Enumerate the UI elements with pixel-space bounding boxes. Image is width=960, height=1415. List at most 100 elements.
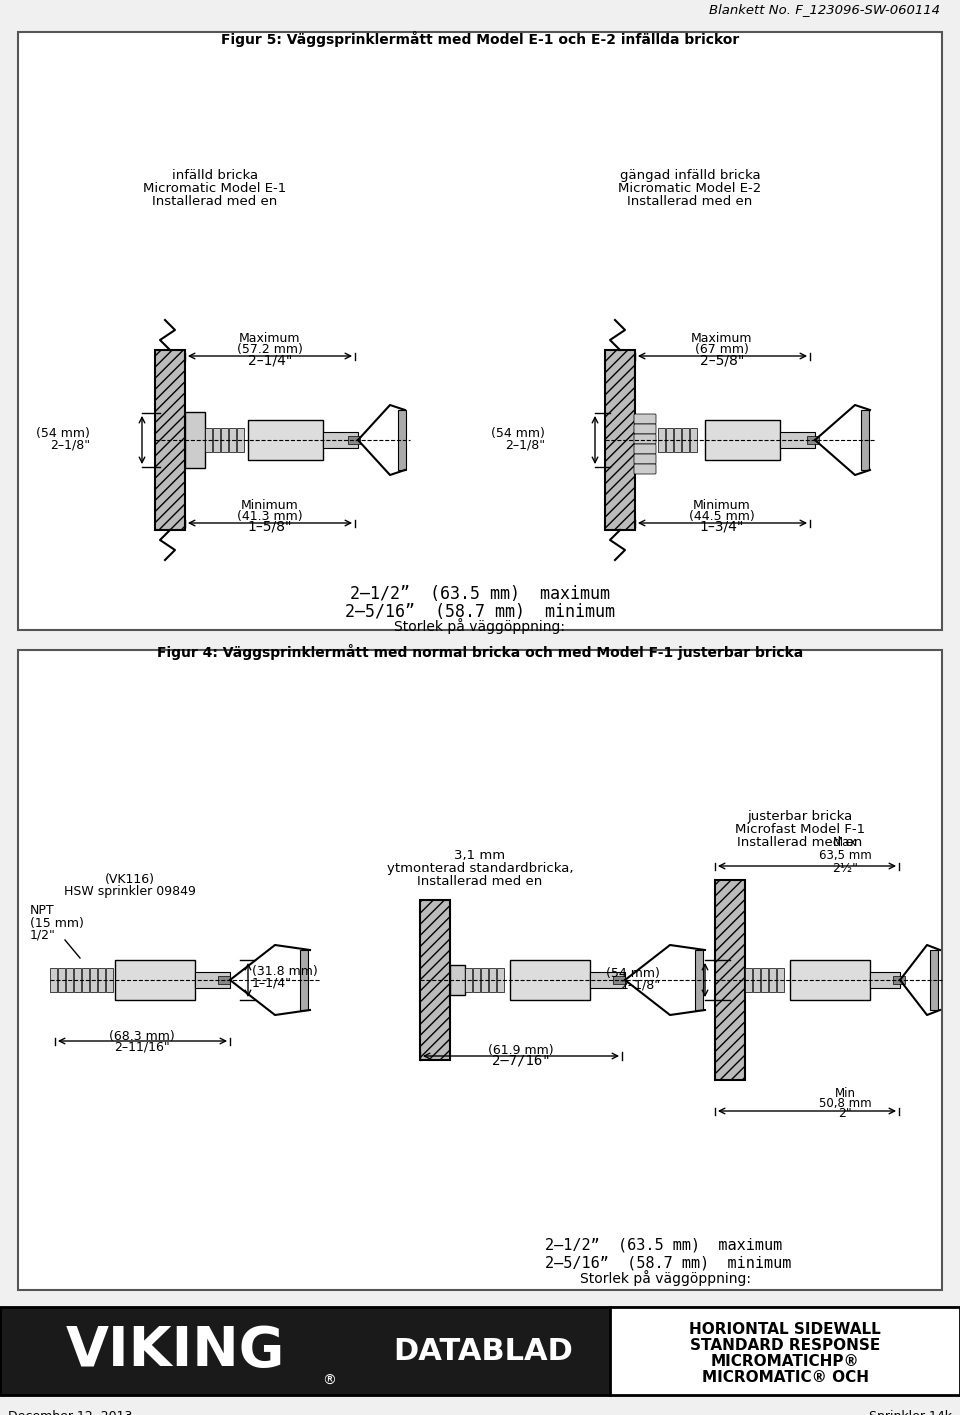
Bar	[666, 427, 673, 451]
Bar	[115, 959, 195, 1000]
Text: DATABLAD: DATABLAD	[393, 1337, 573, 1365]
Text: Blankett No. F_123096-SW-060114: Blankett No. F_123096-SW-060114	[709, 3, 940, 16]
Text: 63,5 mm: 63,5 mm	[819, 849, 872, 862]
Bar	[715, 880, 745, 1080]
Text: 2–1/8": 2–1/8"	[50, 439, 90, 451]
Text: Figur 4: Väggsprinklermått med normal bricka och med Model F-1 justerbar bricka: Figur 4: Väggsprinklermått med normal br…	[156, 644, 804, 659]
Bar	[893, 976, 905, 983]
Text: HORIONTAL SIDEWALL: HORIONTAL SIDEWALL	[689, 1322, 881, 1337]
Text: (41.3 mm): (41.3 mm)	[237, 509, 302, 524]
Bar	[300, 949, 308, 1010]
Text: (44.5 mm): (44.5 mm)	[689, 509, 755, 524]
Text: 2–1/2”  (63.5 mm)  maximum: 2–1/2” (63.5 mm) maximum	[350, 584, 610, 603]
Bar	[185, 412, 205, 468]
Bar	[0, 1307, 960, 1395]
Bar	[610, 1307, 960, 1395]
Text: Microfast Model F-1: Microfast Model F-1	[735, 824, 865, 836]
Text: (VK116): (VK116)	[105, 873, 155, 886]
Bar	[50, 968, 57, 992]
Text: Maximum: Maximum	[691, 333, 753, 345]
Bar	[213, 427, 220, 451]
Bar	[590, 972, 625, 988]
Text: (54 mm): (54 mm)	[36, 426, 90, 440]
Text: Installerad med en: Installerad med en	[628, 195, 753, 208]
Bar	[481, 968, 488, 992]
Text: (57.2 mm): (57.2 mm)	[237, 342, 303, 357]
Text: 2–5/16”  (58.7 mm)  minimum: 2–5/16” (58.7 mm) minimum	[545, 1255, 791, 1271]
Bar	[18, 649, 942, 1290]
Bar	[790, 959, 870, 1000]
Bar	[323, 432, 358, 449]
Text: Micromatic Model E-1: Micromatic Model E-1	[143, 183, 287, 195]
Text: 2–1/4": 2–1/4"	[248, 352, 292, 366]
Bar	[674, 427, 681, 451]
Text: infälld bricka: infälld bricka	[172, 168, 258, 183]
Bar	[870, 972, 900, 988]
Text: HSW sprinkler 09849: HSW sprinkler 09849	[64, 884, 196, 899]
Text: ®: ®	[322, 1374, 336, 1388]
Text: justerbar bricka: justerbar bricka	[748, 809, 852, 824]
Bar	[74, 968, 81, 992]
FancyBboxPatch shape	[634, 454, 656, 464]
Text: 1–3/4": 1–3/4"	[700, 519, 744, 533]
Text: 50,8 mm: 50,8 mm	[819, 1097, 872, 1109]
Bar	[761, 968, 768, 992]
Text: Storlek på väggöppning:: Storlek på väggöppning:	[395, 618, 565, 634]
Bar	[465, 968, 472, 992]
FancyBboxPatch shape	[634, 444, 656, 454]
Bar	[658, 427, 665, 451]
Text: 2–1/2”  (63.5 mm)  maximum: 2–1/2” (63.5 mm) maximum	[545, 1237, 782, 1252]
Bar	[82, 968, 89, 992]
Bar	[769, 968, 776, 992]
Text: 2": 2"	[838, 1107, 852, 1121]
Bar	[807, 436, 819, 444]
Bar	[58, 968, 65, 992]
Bar	[497, 968, 504, 992]
Text: NPT: NPT	[30, 904, 55, 917]
Text: 2½": 2½"	[832, 862, 858, 874]
Text: 3,1 mm: 3,1 mm	[454, 849, 506, 862]
Bar	[106, 968, 113, 992]
Text: 2–1/8": 2–1/8"	[505, 439, 545, 451]
Bar	[613, 976, 625, 983]
Text: ytmonterad standardbricka,: ytmonterad standardbricka,	[387, 862, 573, 874]
Bar	[745, 968, 752, 992]
Bar	[355, 1307, 610, 1395]
Bar	[66, 968, 73, 992]
FancyBboxPatch shape	[634, 434, 656, 444]
Bar	[780, 432, 815, 449]
Bar	[510, 959, 590, 1000]
Text: 2–1/8": 2–1/8"	[620, 979, 660, 992]
Text: (61.9 mm): (61.9 mm)	[489, 1044, 554, 1057]
Bar	[705, 420, 780, 460]
Text: 2–5/16”  (58.7 mm)  minimum: 2–5/16” (58.7 mm) minimum	[345, 603, 615, 621]
FancyBboxPatch shape	[634, 424, 656, 434]
Bar	[18, 33, 942, 630]
FancyBboxPatch shape	[634, 464, 656, 474]
Text: Installerad med en: Installerad med en	[418, 874, 542, 889]
Text: 2–7/16": 2–7/16"	[492, 1054, 550, 1068]
Text: 1/2": 1/2"	[30, 928, 56, 941]
Text: VIKING: VIKING	[65, 1324, 285, 1378]
Bar	[473, 968, 480, 992]
Bar	[398, 410, 406, 470]
Bar	[690, 427, 697, 451]
Bar	[777, 968, 784, 992]
Bar	[237, 427, 244, 451]
FancyBboxPatch shape	[634, 415, 656, 424]
Text: Sprinkler 14k: Sprinkler 14k	[869, 1409, 952, 1415]
Text: Installerad med en: Installerad med en	[737, 836, 863, 849]
Text: December 12, 2013: December 12, 2013	[8, 1409, 132, 1415]
Text: (31.8 mm): (31.8 mm)	[252, 965, 318, 979]
Bar	[695, 949, 703, 1010]
Text: Min: Min	[834, 1087, 855, 1099]
Text: 2–11/16": 2–11/16"	[114, 1040, 170, 1053]
Bar	[0, 1307, 355, 1395]
Text: Minimum: Minimum	[693, 499, 751, 512]
Text: Figur 5: Väggsprinklermått med Model E-1 och E-2 infällda brickor: Figur 5: Väggsprinklermått med Model E-1…	[221, 31, 739, 47]
Text: (54 mm): (54 mm)	[606, 966, 660, 979]
Bar	[218, 976, 230, 983]
Text: (54 mm): (54 mm)	[492, 426, 545, 440]
Text: (15 mm): (15 mm)	[30, 917, 84, 930]
Text: 1–5/8": 1–5/8"	[248, 519, 292, 533]
